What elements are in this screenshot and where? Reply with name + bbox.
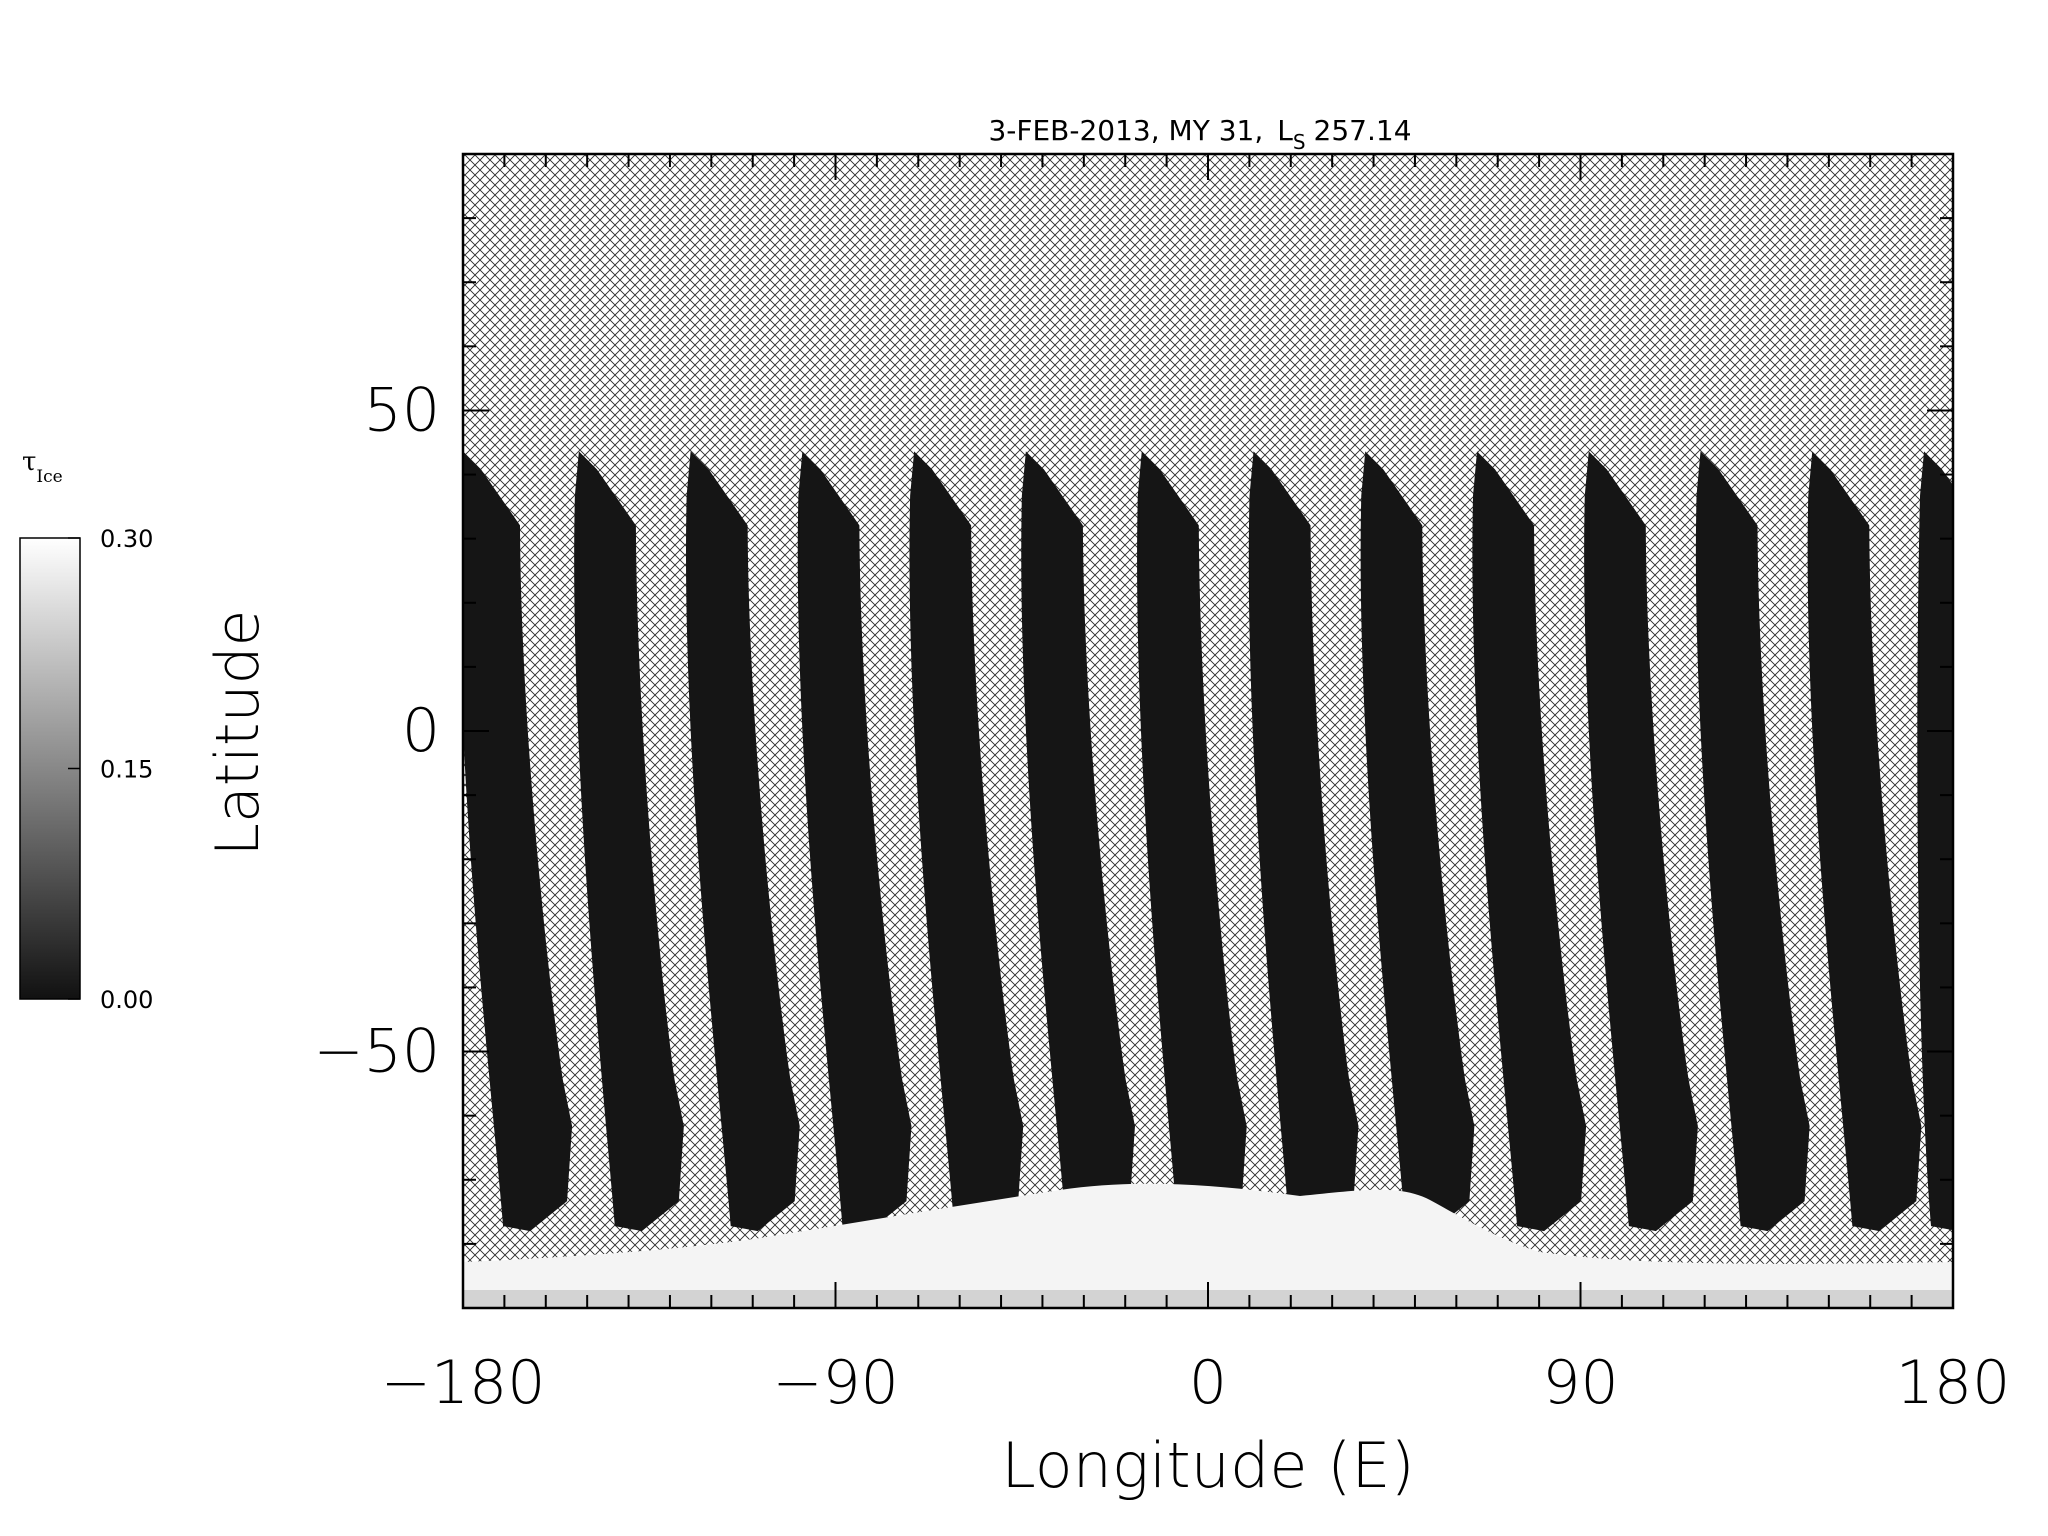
y-tick-label: −50 [313,1017,440,1087]
data-swath [1807,451,1922,1232]
axis-ticks [462,154,1954,1308]
data-swath [1917,451,1953,1231]
x-tick-label: −90 [772,1348,899,1418]
data-swath [1695,451,1810,1232]
data-swath [1472,451,1587,1232]
data-swath [463,451,573,1232]
title-ls-value: 257.14 [1314,114,1412,147]
y-axis-label: Latitude [203,610,273,857]
data-swath [574,451,684,1232]
x-axis-label: Longitude (E) [1001,1429,1414,1502]
colorbar-label-symbol: τ [22,447,36,477]
colorbar-tick-label: 0.15 [100,756,153,784]
chart-title: 3-FEB-2013, MY 31, LS 257.14 [988,114,1411,154]
chart-title-main: 3-FEB-2013, MY 31, [988,114,1263,147]
polar-cap [463,1183,1953,1308]
y-tick-label: 0 [402,696,440,766]
data-swath [1360,451,1475,1232]
title-ls-symbol: L [1277,114,1293,147]
data-swath [797,451,912,1232]
y-tick-labels: 50 0 −50 [313,375,440,1086]
y-tick-label: 50 [364,375,440,445]
swath-layer [463,451,1953,1232]
x-tick-labels: −180 −90 0 90 180 [381,1348,2011,1418]
title-ls-subscript: S [1293,130,1306,154]
data-swath [1584,451,1698,1232]
x-tick-label: 90 [1542,1348,1618,1418]
colorbar-tick-label: 0.00 [100,986,153,1014]
data-swath [685,451,800,1232]
data-swath [1137,451,1247,1232]
x-tick-label: 0 [1189,1348,1227,1418]
colorbar-label-subscript: Ice [36,467,62,487]
colorbar-ticks: 0.30 0.15 0.00 [68,525,153,1014]
data-swath [1248,451,1359,1232]
x-tick-label: 180 [1896,1348,2011,1418]
colorbar-tick-label: 0.30 [100,525,153,553]
data-swath [1021,451,1135,1232]
data-swath [909,451,1024,1232]
colorbar-label: τIce [22,447,63,487]
x-tick-label: −180 [381,1348,546,1418]
